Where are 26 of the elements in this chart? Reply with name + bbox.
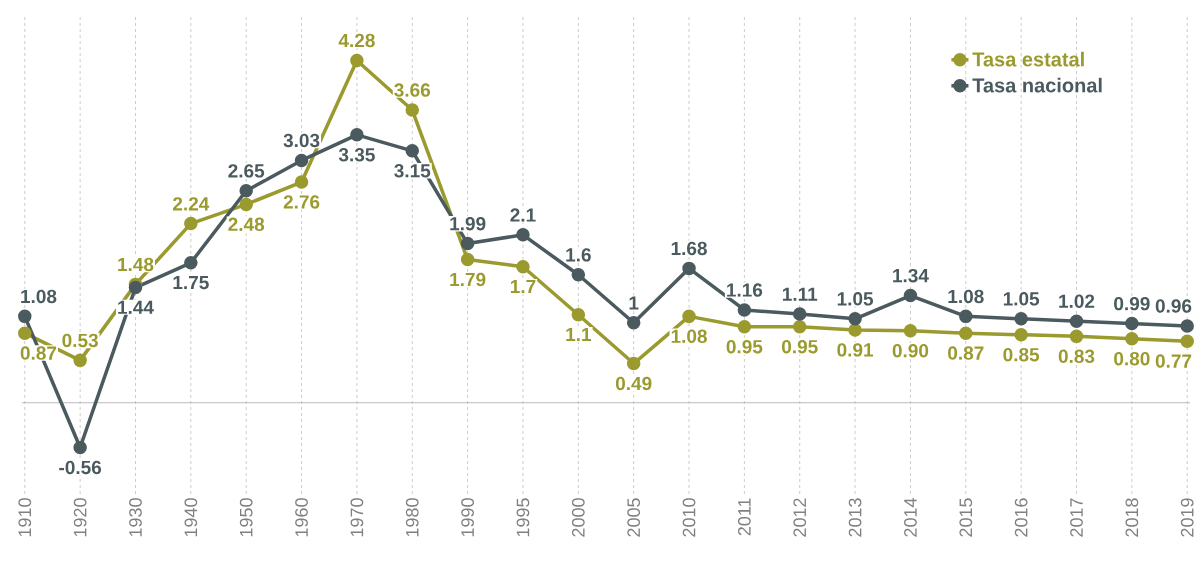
x-tick-label: 2017 [1070,498,1083,537]
x-tick-label: 2011 [738,498,751,536]
x-tick-label: 1910 [18,498,32,537]
x-tick-label: 2019 [1180,498,1194,537]
x-tick-label: 2015 [959,498,973,537]
x-tick-label: 2016 [1014,498,1028,537]
x-tick-label: 2013 [848,498,862,537]
x-tick-label: 1995 [516,498,530,537]
x-tick-label: 1990 [461,498,474,537]
x-tick-label: 1970 [350,498,364,537]
x-tick-label: 2010 [682,498,696,537]
x-tick-label: 2014 [904,498,917,537]
point [73,440,87,455]
x-tick-label: 1940 [184,498,198,537]
data-label: 0.49 [615,376,652,391]
x-tick-label: 2005 [627,498,641,537]
x-tick-label: 1920 [73,498,87,537]
data-label: -0.56 [59,460,102,475]
x-tick-label: 2018 [1125,498,1139,537]
x-tick-label: 2012 [793,498,807,537]
x-tick-label: 1980 [405,498,419,537]
x-tick-label: 1930 [129,498,142,537]
x-tick-label: 1960 [295,498,308,537]
x-tick-label: 1950 [239,498,253,537]
x-tick-label: 2000 [571,498,585,537]
data-label: 4.28 [338,33,375,48]
